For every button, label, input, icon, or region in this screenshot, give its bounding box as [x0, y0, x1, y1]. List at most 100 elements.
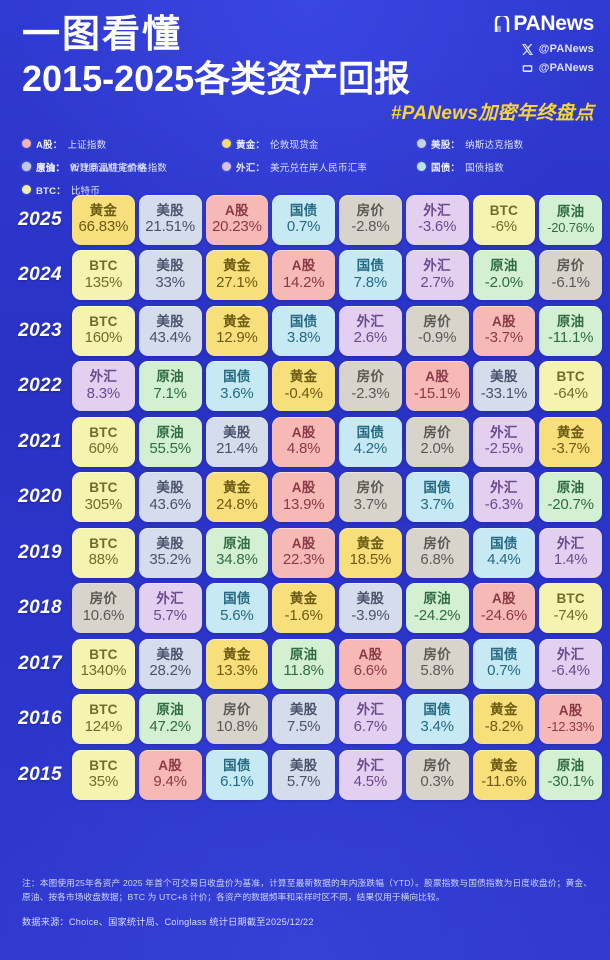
social-wechat[interactable]: @PANews	[494, 62, 594, 74]
asset-cell[interactable]: BTC 88%	[72, 527, 135, 578]
asset-cell[interactable]: 外汇 4.5%	[339, 749, 402, 800]
asset-cell[interactable]: 美股 21.51%	[138, 194, 202, 245]
asset-cell[interactable]: 黄金 13.3%	[205, 638, 269, 689]
asset-cell[interactable]: 房价 -2.8%	[339, 194, 402, 245]
asset-cell[interactable]: 外汇 8.3%	[72, 361, 135, 412]
asset-cell[interactable]: 外汇 -6.3%	[472, 472, 536, 523]
asset-cell[interactable]: 美股 7.5%	[272, 694, 335, 745]
asset-cell[interactable]: 美股 43.4%	[138, 305, 202, 356]
legend-item-黄金: 黄金： 伦敦现货金	[222, 132, 417, 155]
asset-cell[interactable]: BTC -74%	[539, 583, 602, 634]
asset-cell[interactable]: 国债 7.8%	[339, 250, 402, 301]
asset-cell[interactable]: 房价 3.7%	[339, 472, 402, 523]
asset-cell[interactable]: A股 4.8%	[272, 416, 335, 467]
asset-cell[interactable]: BTC 305%	[72, 472, 135, 523]
asset-cell[interactable]: 黄金 18.5%	[339, 527, 402, 578]
asset-cell[interactable]: 外汇 5.7%	[138, 583, 202, 634]
asset-cell[interactable]: 黄金 -0.4%	[272, 361, 335, 412]
asset-cell[interactable]: 黄金 66.83%	[72, 194, 135, 245]
asset-cell[interactable]: A股 14.2%	[272, 250, 335, 301]
asset-cell[interactable]: 国债 0.7%	[272, 194, 335, 245]
asset-cell[interactable]: 房价 10.8%	[205, 694, 269, 745]
asset-cell[interactable]: 外汇 6.7%	[339, 694, 402, 745]
asset-cell[interactable]: 国债 3.8%	[272, 305, 335, 356]
asset-cell[interactable]: 国债 5.6%	[205, 583, 269, 634]
asset-cell[interactable]: 原油 55.5%	[138, 416, 202, 467]
asset-cell[interactable]: 美股 21.4%	[205, 416, 269, 467]
asset-cell[interactable]: 原油 34.8%	[205, 527, 269, 578]
asset-cell[interactable]: A股 22.3%	[272, 527, 335, 578]
asset-cell[interactable]: A股 9.4%	[138, 749, 202, 800]
asset-cell[interactable]: 黄金 -11.6%	[472, 749, 536, 800]
asset-cell[interactable]: 房价 -6.1%	[539, 250, 602, 301]
asset-cell[interactable]: 国债 4.4%	[472, 527, 536, 578]
asset-cell[interactable]: 原油 -11.1%	[539, 305, 602, 356]
asset-cell[interactable]: 黄金 24.8%	[205, 472, 269, 523]
asset-cell[interactable]: 原油 7.1%	[138, 361, 202, 412]
asset-cell[interactable]: 国债 4.2%	[339, 416, 402, 467]
asset-cell[interactable]: 国债 3.6%	[205, 361, 269, 412]
asset-cell[interactable]: 原油 -24.2%	[405, 583, 469, 634]
asset-cell-value: -33.1%	[480, 384, 528, 402]
asset-cell[interactable]: A股 -12.33%	[539, 694, 602, 745]
asset-cell[interactable]: 外汇 -3.6%	[405, 194, 469, 245]
asset-cell[interactable]: 国债 3.4%	[405, 694, 469, 745]
asset-cell[interactable]: A股 -24.6%	[472, 583, 536, 634]
asset-cell-name: 原油	[156, 702, 184, 718]
asset-cell-value: 66.83%	[78, 218, 129, 236]
asset-cell[interactable]: 国债 3.7%	[405, 472, 469, 523]
legend-dot-icon	[222, 162, 231, 171]
asset-cell[interactable]: 美股 33%	[138, 250, 202, 301]
asset-cell[interactable]: BTC -64%	[539, 361, 602, 412]
asset-cell[interactable]: 外汇 2.6%	[339, 305, 402, 356]
asset-cell[interactable]: 美股 5.7%	[272, 749, 335, 800]
asset-cell-value: 0.3%	[420, 773, 454, 791]
asset-cell[interactable]: 原油 47.2%	[138, 694, 202, 745]
asset-cell[interactable]: A股 -15.1%	[405, 361, 469, 412]
asset-cell[interactable]: 黄金 27.1%	[205, 250, 269, 301]
asset-cell[interactable]: BTC 35%	[72, 749, 135, 800]
asset-cell[interactable]: 外汇 -6.4%	[539, 638, 602, 689]
asset-cell[interactable]: 美股 -33.1%	[472, 361, 536, 412]
asset-cell[interactable]: 房价 5.8%	[405, 638, 469, 689]
asset-cell[interactable]: 房价 0.3%	[405, 749, 469, 800]
asset-cell[interactable]: 美股 43.6%	[138, 472, 202, 523]
asset-cell[interactable]: 外汇 -2.5%	[472, 416, 536, 467]
asset-cell[interactable]: 原油 -2.0%	[472, 250, 536, 301]
asset-cell[interactable]: 房价 2.0%	[405, 416, 469, 467]
asset-cell[interactable]: 房价 6.8%	[405, 527, 469, 578]
asset-cell[interactable]: BTC 160%	[72, 305, 135, 356]
asset-cell[interactable]: 黄金 12.9%	[205, 305, 269, 356]
asset-cell-value: -6%	[490, 218, 517, 236]
asset-cell[interactable]: 美股 -3.9%	[339, 583, 402, 634]
asset-cell[interactable]: A股 13.9%	[272, 472, 335, 523]
asset-cell[interactable]: 国债 0.7%	[472, 638, 536, 689]
asset-cell[interactable]: 外汇 1.4%	[539, 527, 602, 578]
asset-cell[interactable]: BTC 1340%	[72, 638, 135, 689]
asset-cell[interactable]: 黄金 -3.7%	[539, 416, 602, 467]
asset-cell[interactable]: BTC 60%	[72, 416, 135, 467]
asset-cell[interactable]: 原油 11.8%	[272, 638, 335, 689]
asset-cell[interactable]: 外汇 2.7%	[405, 250, 469, 301]
asset-cell[interactable]: 美股 28.2%	[138, 638, 202, 689]
asset-cell[interactable]: BTC -6%	[472, 194, 536, 245]
asset-cell-name: 国债	[223, 757, 251, 773]
asset-cell[interactable]: 房价 -2.3%	[339, 361, 402, 412]
asset-cell[interactable]: A股 -3.7%	[472, 305, 536, 356]
grid-cells: BTC 60% 原油 55.5% 美股 21.4% A股 4.8% 国债 4.2% 房价 2.0% 外汇…	[72, 416, 610, 467]
asset-cell[interactable]: 原油 -30.1%	[539, 749, 602, 800]
asset-cell[interactable]: 房价 10.6%	[72, 583, 135, 634]
asset-cell[interactable]: BTC 124%	[72, 694, 135, 745]
asset-cell[interactable]: 原油 -20.7%	[539, 472, 602, 523]
asset-cell[interactable]: 房价 -0.9%	[405, 305, 469, 356]
asset-cell[interactable]: BTC 135%	[72, 250, 135, 301]
asset-cell[interactable]: 黄金 -8.2%	[472, 694, 536, 745]
asset-cell[interactable]: 黄金 -1.6%	[272, 583, 335, 634]
asset-cell[interactable]: A股 20.23%	[205, 194, 269, 245]
year-label: 2021	[18, 430, 62, 452]
asset-cell[interactable]: 原油 -20.76%	[539, 194, 602, 245]
asset-cell[interactable]: A股 6.6%	[339, 638, 402, 689]
asset-cell[interactable]: 国债 6.1%	[205, 749, 269, 800]
social-x[interactable]: @PANews	[494, 43, 594, 55]
asset-cell[interactable]: 美股 35.2%	[138, 527, 202, 578]
